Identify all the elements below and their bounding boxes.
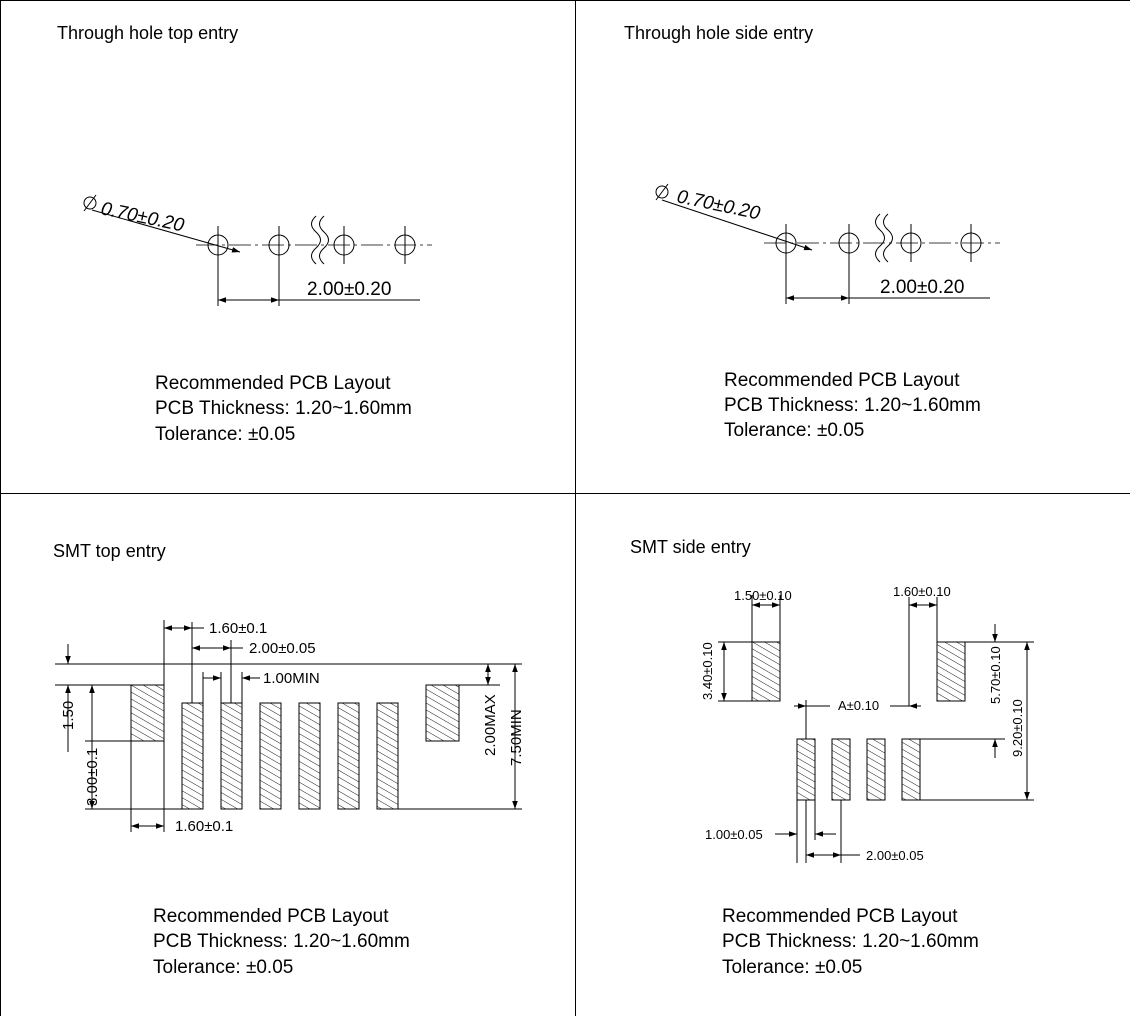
caption: Recommended PCB Layout PCB Thickness: 1.… — [155, 373, 412, 445]
panel-through-hole-top-entry: Through hole top entry 0.70±0.20 — [57, 23, 432, 445]
pad-drawing — [130, 684, 460, 810]
hole-diameter-callout: 0.70±0.20 — [655, 183, 813, 251]
caption-line-2: PCB Thickness: 1.20~1.60mm — [722, 931, 979, 952]
pitch-label: 2.00±0.05 — [866, 848, 924, 863]
signal-pad — [376, 702, 399, 810]
signal-pad — [337, 702, 360, 810]
dimension-labels: 1.50±0.10 1.60±0.10 3.40±0.10 A±0.10 5.7… — [700, 584, 1025, 863]
caption-line-3: Tolerance: ±0.05 — [724, 420, 864, 441]
signal-pad — [866, 738, 886, 801]
panel-through-hole-side-entry: Through hole side entry 0.70±0.20 — [624, 23, 1000, 441]
signal-pad — [181, 702, 204, 810]
hole-diameter-label: 0.70±0.20 — [99, 198, 186, 236]
height-side-label: 3.00±0.1 — [84, 748, 101, 806]
pitch-dimension: 2.00±0.20 — [217, 262, 420, 306]
mount-pad-right — [425, 684, 460, 742]
panel-title: Through hole side entry — [624, 23, 813, 43]
height-small-label: 1.50 — [60, 701, 77, 730]
caption-line-3: Tolerance: ±0.05 — [155, 424, 295, 445]
right-pad-width-label: 1.60±0.10 — [893, 584, 951, 599]
offset-label: 5.70±0.10 — [988, 646, 1003, 704]
caption-line-3: Tolerance: ±0.05 — [153, 957, 293, 978]
pad-width-bottom-label: 1.60±0.1 — [175, 818, 233, 835]
pitch-label: 2.00±0.20 — [880, 277, 964, 298]
hole-row-drawing — [196, 215, 432, 265]
caption: Recommended PCB Layout PCB Thickness: 1.… — [724, 370, 981, 441]
dimension-labels: 1.60±0.1 2.00±0.05 1.00MIN 1.50 3.00±0.1… — [60, 620, 525, 835]
signal-pad — [220, 702, 243, 810]
caption-line-1: Recommended PCB Layout — [724, 370, 960, 391]
pad-width-top-label: 1.60±0.1 — [209, 620, 267, 637]
pitch-dimension: 2.00±0.20 — [785, 260, 990, 304]
mount-pad-right — [936, 641, 966, 702]
caption: Recommended PCB Layout PCB Thickness: 1.… — [153, 906, 410, 978]
min-length-label: 7.50MIN — [508, 709, 525, 766]
left-pad-height-label: 3.40±0.10 — [700, 642, 715, 700]
break-mark — [311, 215, 329, 265]
panel-smt-top-entry: SMT top entry — [53, 541, 525, 978]
hole-row-drawing — [764, 213, 1000, 263]
span-label: A±0.10 — [838, 698, 879, 713]
caption-line-2: PCB Thickness: 1.20~1.60mm — [155, 398, 412, 419]
signal-pad — [796, 738, 816, 801]
left-pad-width-label: 1.50±0.10 — [734, 588, 792, 603]
signal-width-label: 1.00±0.05 — [705, 827, 763, 842]
max-height-label: 2.00MAX — [482, 694, 499, 756]
total-label: 9.20±0.10 — [1010, 699, 1025, 757]
mount-pad-left — [130, 684, 165, 742]
caption-line-2: PCB Thickness: 1.20~1.60mm — [724, 395, 981, 416]
gap-label: 1.00MIN — [263, 670, 320, 687]
dimension-lines — [55, 620, 522, 832]
signal-pad — [298, 702, 321, 810]
panel-title: SMT side entry — [630, 537, 751, 557]
signal-pad — [259, 702, 282, 810]
caption-line-2: PCB Thickness: 1.20~1.60mm — [153, 931, 410, 952]
caption-line-3: Tolerance: ±0.05 — [722, 957, 862, 978]
pitch-label: 2.00±0.20 — [307, 279, 391, 300]
caption: Recommended PCB Layout PCB Thickness: 1.… — [722, 906, 979, 978]
pitch-label: 2.00±0.05 — [249, 640, 316, 657]
pad-drawing — [751, 641, 966, 801]
mount-pad-left — [751, 641, 781, 702]
caption-line-1: Recommended PCB Layout — [722, 906, 958, 927]
signal-pad — [831, 738, 851, 801]
break-mark — [875, 213, 893, 263]
panel-title: Through hole top entry — [57, 23, 238, 43]
panel-smt-side-entry: SMT side entry — [630, 537, 1034, 978]
hole-diameter-callout: 0.70±0.20 — [83, 194, 241, 253]
dimension-lines — [718, 595, 1034, 863]
panel-title: SMT top entry — [53, 541, 166, 561]
signal-pad — [901, 738, 921, 801]
caption-line-1: Recommended PCB Layout — [153, 906, 389, 927]
caption-line-1: Recommended PCB Layout — [155, 373, 391, 394]
